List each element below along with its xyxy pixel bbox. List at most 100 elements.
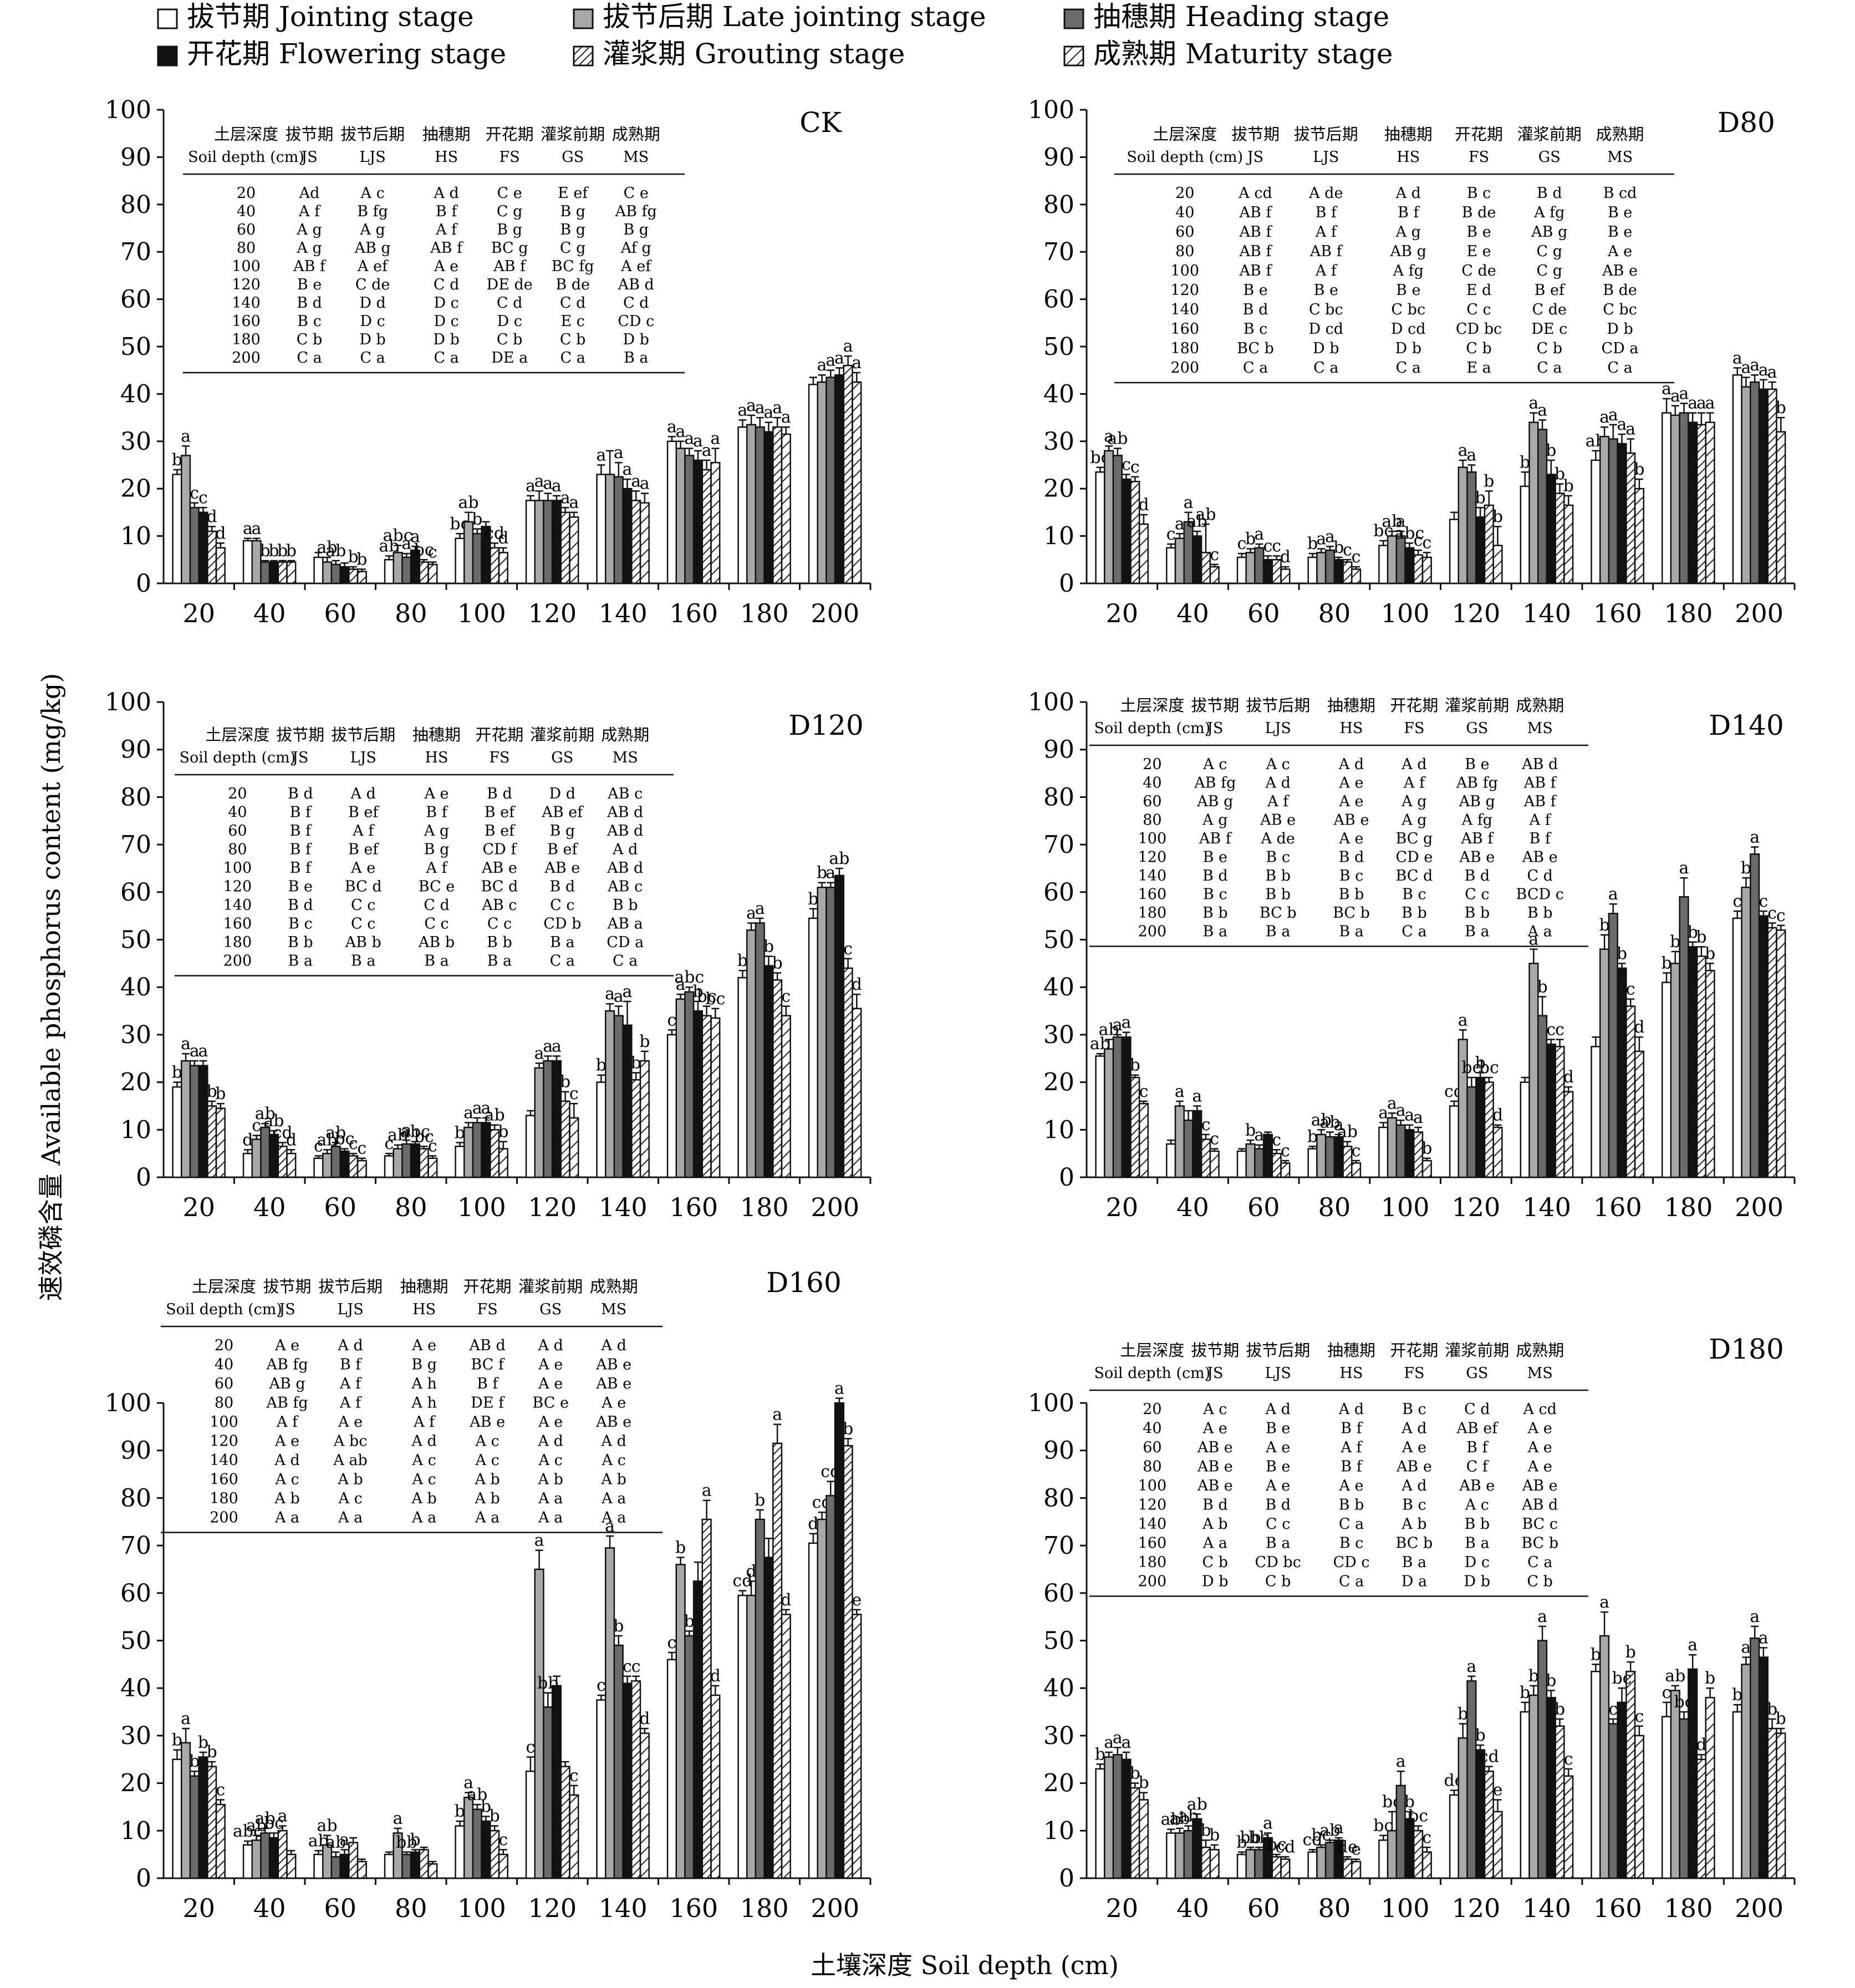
y-tick-label: 100 <box>105 96 151 124</box>
bar <box>1688 421 1698 584</box>
x-tick-label: 60 <box>1247 598 1280 628</box>
table-cell: C g <box>497 203 523 220</box>
x-tick-label: 100 <box>1381 598 1430 628</box>
bar <box>260 1832 271 1879</box>
inset-table: 土层深度拔节期拔节后期 抽穗期 开花期灌浆前期成熟期 Soil depth (cm)J… <box>1114 125 1674 384</box>
significance-letter: a <box>772 398 782 418</box>
bar <box>1458 1737 1468 1879</box>
bar <box>189 1775 200 1879</box>
bar <box>1670 963 1680 1178</box>
table-cell: B b <box>487 934 512 951</box>
legend-label: 开花期 Flowering stage <box>187 38 506 70</box>
table-cell: CD e <box>1395 849 1433 866</box>
significance-letter: a <box>605 984 615 1004</box>
y-tick-label: 10 <box>1043 1116 1074 1144</box>
y-tick-label: 30 <box>1043 428 1074 456</box>
bar <box>242 540 253 584</box>
bar <box>781 1015 791 1178</box>
table-cell: 40 <box>1175 204 1194 221</box>
significance-letter: ab <box>1107 429 1128 449</box>
significance-letter: a <box>1679 384 1689 403</box>
table-cell: AB e <box>595 1414 631 1431</box>
table-header-en: MS <box>613 749 638 766</box>
significance-letter: a <box>1608 884 1618 904</box>
bar <box>817 886 827 1178</box>
significance-letter: b <box>808 889 818 909</box>
table-cell: AB e <box>595 1375 631 1392</box>
significance-letter: a <box>1175 1082 1185 1101</box>
significance-letter: ab <box>1161 1810 1181 1829</box>
significance-letter: b <box>772 953 783 973</box>
bar <box>1174 1832 1185 1879</box>
significance-letter: b <box>455 1123 465 1142</box>
bar <box>1192 535 1202 584</box>
significance-letter: a <box>1732 348 1742 368</box>
significance-letter: b <box>1475 1053 1485 1072</box>
table-cell: 40 <box>1143 775 1161 792</box>
table-cell: A b <box>1202 1516 1227 1533</box>
bar <box>339 1150 350 1178</box>
significance-letter: a <box>1679 858 1689 878</box>
bar <box>181 455 191 584</box>
bar <box>834 874 845 1178</box>
table-header-en: LJS <box>1265 720 1291 737</box>
significance-letter: c <box>349 1134 358 1153</box>
bar <box>1758 388 1769 584</box>
bar <box>1591 459 1601 584</box>
table-header-en: Soil depth (cm) <box>1127 149 1243 166</box>
significance-letter: b <box>631 1053 641 1072</box>
bar <box>1591 1670 1601 1879</box>
y-tick-label: 50 <box>120 1627 151 1655</box>
table-cell: A d <box>1401 756 1426 773</box>
x-tick-label: 60 <box>324 1192 356 1222</box>
significance-letter: a <box>543 474 553 494</box>
significance-letter: c <box>1272 536 1281 556</box>
significance-letter: a <box>181 1709 191 1728</box>
bar <box>419 561 429 584</box>
table-header-cn: 抽穗期 <box>400 1277 449 1296</box>
table-cell: A g <box>1401 812 1426 829</box>
table-cell: A e <box>434 258 458 275</box>
significance-letter: ab <box>325 1123 346 1142</box>
table-cell: B c <box>1402 886 1426 903</box>
x-tick-label: 180 <box>740 1192 789 1222</box>
y-tick-label: 30 <box>120 428 151 456</box>
bar <box>631 500 641 584</box>
y-tick-label: 0 <box>136 570 151 598</box>
bar <box>1183 1830 1194 1879</box>
table-header-en: FS <box>1469 149 1489 166</box>
y-tick-label: 90 <box>1043 736 1074 764</box>
table-cell: C a <box>1313 359 1338 377</box>
bar <box>1492 1811 1503 1879</box>
significance-letter: b <box>172 1731 182 1750</box>
table-cell: A d <box>350 785 376 802</box>
bar <box>763 965 774 1178</box>
significance-letter: a <box>737 400 747 420</box>
bar <box>1546 1043 1556 1178</box>
bar <box>852 1008 862 1178</box>
table-cell: AB ef <box>541 804 584 821</box>
significance-letter: ab <box>1311 1110 1332 1130</box>
bar <box>1138 1102 1149 1178</box>
x-tick-label: 80 <box>395 1893 427 1923</box>
table-cell: Af g <box>620 240 651 257</box>
table-cell: C de <box>1461 262 1496 279</box>
bar <box>181 1060 191 1178</box>
table-cell: A c <box>338 1490 362 1507</box>
table-cell: A c <box>475 1433 500 1450</box>
table-cell: B f <box>290 860 312 877</box>
y-tick-label: 50 <box>120 926 151 954</box>
table-header-cn: 拔节后期 <box>318 1277 383 1296</box>
bar <box>1166 1143 1176 1178</box>
y-tick-label: 60 <box>120 878 151 907</box>
significance-letter: a <box>825 351 835 370</box>
table-header-cn: 抽穗期 <box>1384 125 1433 144</box>
table-cell: A d <box>1265 1401 1291 1418</box>
significance-letter: c <box>1634 1707 1644 1726</box>
x-tick-label: 200 <box>811 1893 859 1923</box>
table-header-en: FS <box>500 149 520 166</box>
significance-letter: a <box>278 1807 288 1826</box>
y-tick-label: 70 <box>120 831 151 859</box>
bar <box>1200 1138 1211 1178</box>
significance-letter: a <box>843 337 853 356</box>
